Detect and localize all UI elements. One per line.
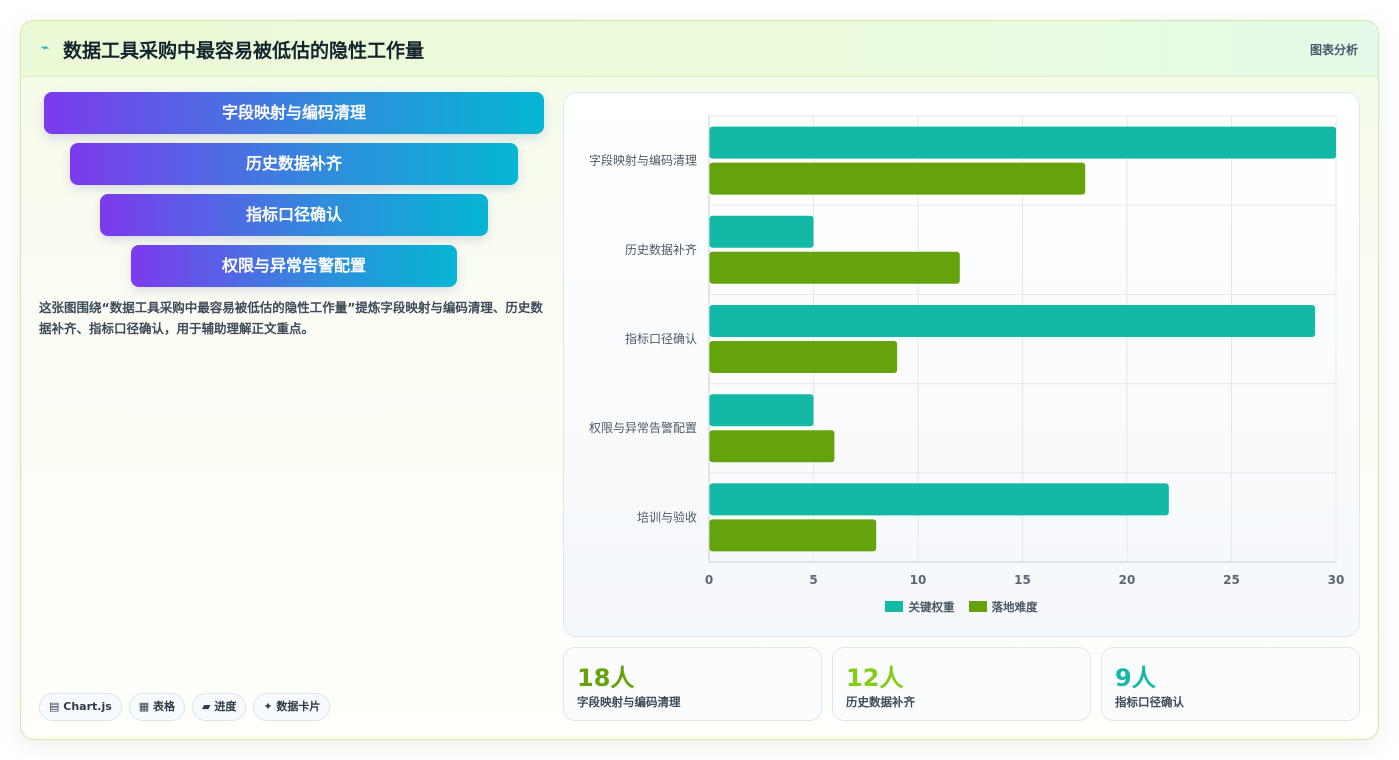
x-tick-label: 30 [1328,573,1345,587]
header-tag: 图表分析 [1309,43,1358,57]
stat-card-1: 18人 字段映射与编码清理 [563,647,822,721]
bar-difficulty [709,341,898,373]
chip-label: 进度 [214,700,237,713]
x-tick-label: 15 [1014,573,1031,587]
legend-swatch-difficulty [968,601,987,612]
bar-difficulty [709,519,877,552]
bar-difficulty [709,162,1086,195]
funnel-step-1: 字段映射与编码清理 [44,92,544,134]
chart-panel: 0 5 10 15 20 25 30 字段映射与编码清理历史数据补齐 指标口径确认权限与异常告警… [563,92,1360,637]
bar-key-weight [709,305,1316,337]
stat-value: 18人 [577,664,635,692]
feature-chips: ▤ Chart.js ▦ 表格 ▰ 进度 ✦ 数据卡片 [39,693,337,721]
legend-swatch-key-weight [885,601,904,612]
x-tick-label: 25 [1223,573,1240,587]
pulse-icon: ⌁ [41,40,50,56]
chip-label: 数据卡片 [276,700,321,713]
header-bar: ⌁ 数据工具采购中最容易被低估的隐性工作量 图表分析 [21,21,1378,77]
bar-key-weight [709,215,814,248]
y-category-label: 历史数据补齐 [625,242,697,257]
legend-label: 关键权重 [908,600,955,614]
stat-card-2: 12人 历史数据补齐 [832,647,1091,721]
bar-key-weight [709,394,814,427]
progress-icon: ▰ [202,700,211,713]
dashboard-card: ⌁ 数据工具采购中最容易被低估的隐性工作量 图表分析 字段映射与编码清理 历史数… [20,20,1379,740]
page-title: 数据工具采购中最容易被低估的隐性工作量 [63,40,425,62]
sparkle-icon: ✦ [263,700,273,713]
y-category-label: 指标口径确认 [625,331,697,346]
x-tick-label: 5 [809,573,817,587]
funnel-step-4: 权限与异常告警配置 [131,245,457,287]
chart-legend: 关键权重 落地难度 [564,599,1359,615]
chip-label: Chart.js [63,700,112,713]
bar-difficulty [709,251,960,284]
chip-chartjs[interactable]: ▤ Chart.js [39,693,122,721]
stat-value: 9人 [1115,664,1156,692]
chip-table[interactable]: ▦ 表格 [128,693,186,721]
stat-label: 历史数据补齐 [846,695,915,709]
stat-label: 字段映射与编码清理 [577,695,681,709]
funnel-step-2: 历史数据补齐 [70,143,518,185]
x-tick-label: 20 [1119,573,1136,587]
y-category-label: 权限与异常告警配置 [589,420,697,435]
chart-icon: ▤ [49,700,60,713]
description-text: 这张图围绕“数据工具采购中最容易被低估的隐性工作量”提炼字段映射与编码清理、历史… [39,300,543,336]
stat-label: 指标口径确认 [1115,695,1184,709]
chip-label: 表格 [153,700,176,713]
stat-value: 12人 [846,664,904,692]
bar-difficulty [709,430,835,463]
legend-item-key-weight[interactable]: 关键权重 [885,599,954,615]
table-icon: ▦ [138,700,150,713]
y-category-label: 培训与验收 [637,509,697,524]
chip-progress[interactable]: ▰ 进度 [192,693,247,721]
y-category-label: 字段映射与编码清理 [589,153,697,168]
chip-data-card[interactable]: ✦ 数据卡片 [253,693,331,721]
bar-key-weight [709,483,1169,516]
x-tick-label: 0 [705,573,713,587]
legend-item-difficulty[interactable]: 落地难度 [968,599,1038,615]
x-tick-label: 10 [910,573,927,587]
bar-key-weight [709,126,1336,159]
stat-card-3: 9人 指标口径确认 [1101,647,1360,721]
bar-chart: 0 5 10 15 20 25 30 字段映射与编码清理历史数据补齐指标口径确认权限与异常告警… [589,115,1345,587]
funnel-step-3: 指标口径确认 [100,194,488,236]
legend-label: 落地难度 [991,600,1038,614]
